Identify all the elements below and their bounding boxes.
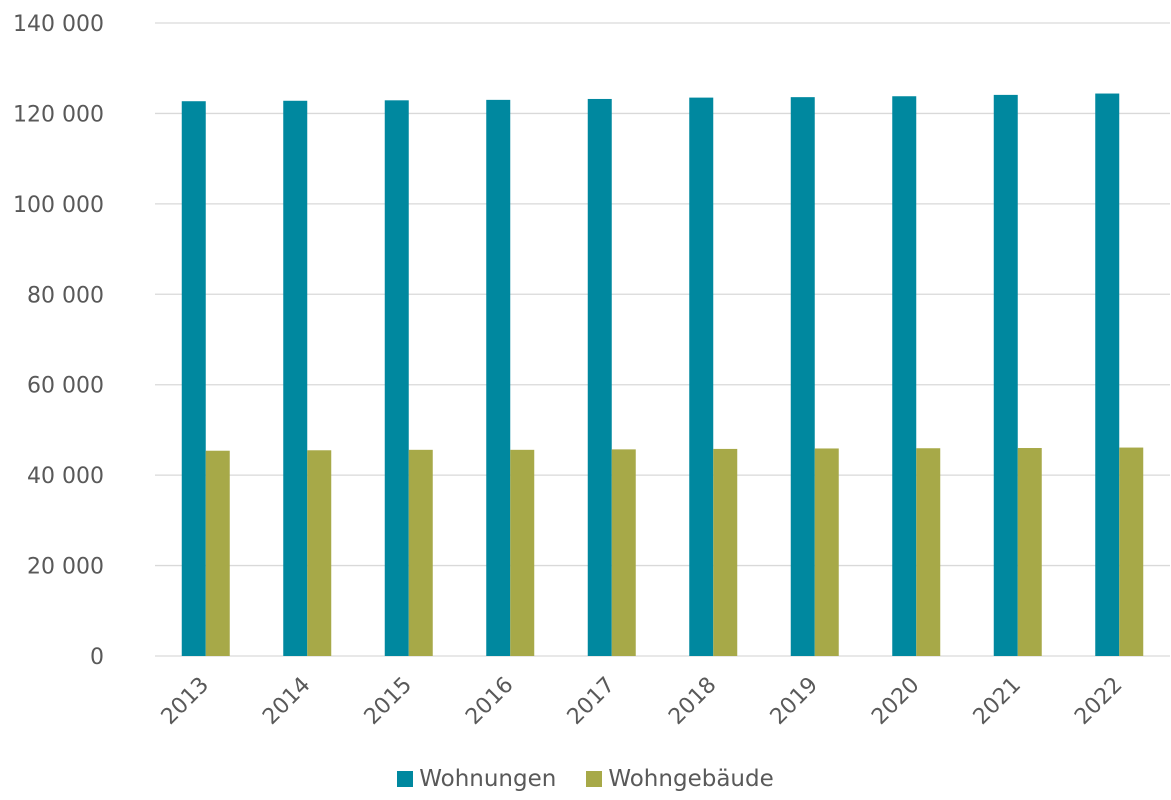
- x-tick-label: 2022: [1070, 673, 1127, 730]
- legend-swatch-wohngebaeude: [586, 771, 603, 787]
- legend-item-wohngebaeude: Wohngebäude: [586, 766, 774, 792]
- bar-wohnungen-2018: [689, 97, 714, 656]
- legend: Wohnungen Wohngebäude: [0, 766, 1171, 792]
- legend-item-wohnungen: Wohnungen: [397, 766, 556, 792]
- bar-wohngeb-ude-2020: [916, 448, 941, 656]
- x-tick-label: 2014: [258, 673, 315, 730]
- y-tick-label: 140 000: [13, 12, 104, 37]
- y-tick-label: 40 000: [27, 464, 104, 489]
- bar-wohnungen-2017: [587, 98, 612, 656]
- bar-wohngeb-ude-2022: [1119, 447, 1144, 656]
- x-tick-label: 2021: [969, 673, 1026, 730]
- bar-wohnungen-2015: [384, 100, 409, 657]
- y-axis-tick-labels: 0 20 000 40 000 60 000 80 000 100 000 120 000 1…: [13, 12, 104, 670]
- bar-wohngeb-ude-2021: [1017, 448, 1042, 656]
- bar-wohngeb-ude-2019: [814, 448, 839, 656]
- bar-wohnungen-2013: [181, 101, 206, 657]
- bar-wohnungen-2016: [486, 99, 511, 657]
- y-tick-label: 80 000: [27, 283, 104, 308]
- bar-wohnungen-2022: [1095, 93, 1120, 656]
- bar-wohngeb-ude-2014: [307, 450, 332, 656]
- x-axis-tick-labels: 2013 2014 2015 2016 2017 2018 2019 2020 2021 2022: [157, 673, 1128, 730]
- bar-wohngeb-ude-2013: [205, 450, 230, 656]
- bar-wohnungen-2020: [892, 96, 917, 657]
- y-tick-label: 0: [90, 645, 104, 670]
- y-tick-label: 60 000: [27, 374, 104, 399]
- bar-wohnungen-2021: [993, 94, 1018, 656]
- bars: [181, 93, 1144, 657]
- bar-wohngeb-ude-2017: [611, 449, 636, 656]
- y-tick-label: 100 000: [13, 193, 104, 218]
- x-tick-label: 2013: [157, 673, 214, 730]
- x-tick-label: 2016: [461, 673, 518, 730]
- bar-wohngeb-ude-2016: [510, 449, 535, 656]
- bar-wohngeb-ude-2018: [713, 448, 738, 656]
- x-tick-label: 2018: [664, 673, 721, 730]
- bar-wohngeb-ude-2015: [408, 449, 433, 656]
- x-tick-label: 2015: [360, 673, 417, 730]
- legend-swatch-wohnungen: [397, 771, 414, 787]
- legend-label-wohngebaeude: Wohngebäude: [608, 766, 774, 792]
- bar-wohnungen-2019: [790, 97, 815, 656]
- x-tick-label: 2019: [766, 673, 823, 730]
- y-tick-label: 120 000: [13, 102, 104, 127]
- bar-wohnungen-2014: [283, 100, 308, 657]
- x-tick-label: 2020: [867, 673, 924, 730]
- legend-label-wohnungen: Wohnungen: [419, 766, 557, 792]
- x-tick-label: 2017: [563, 673, 620, 730]
- y-tick-label: 20 000: [27, 555, 104, 580]
